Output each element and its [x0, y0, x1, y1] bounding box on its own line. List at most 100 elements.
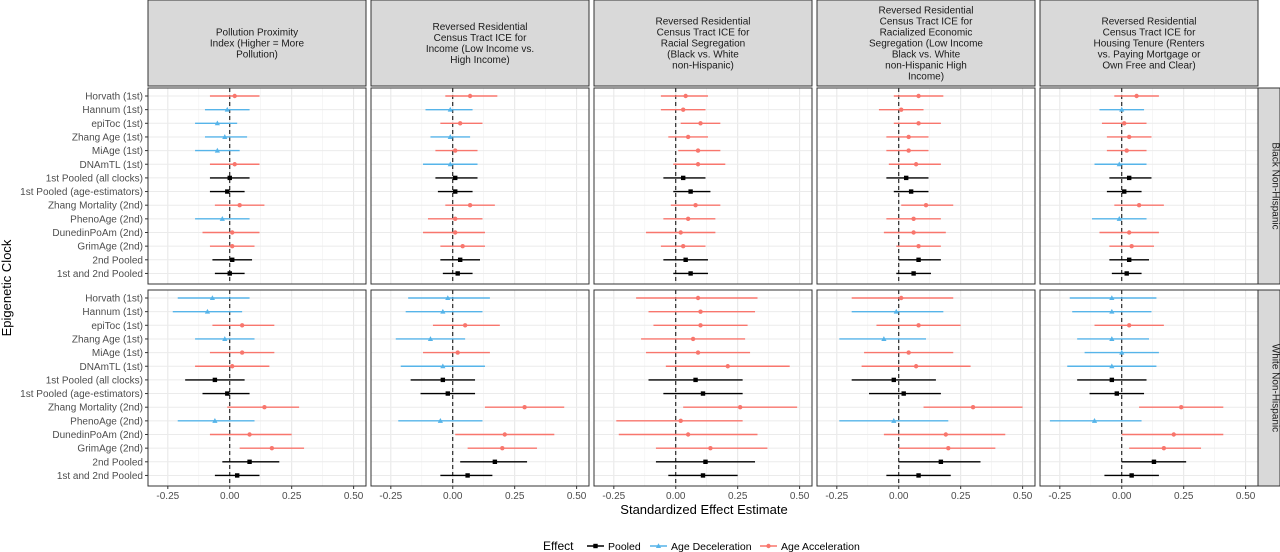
- column-strip-label: Pollution): [236, 50, 278, 61]
- point-estimate-deceleration: [219, 216, 225, 221]
- panel-4-2: [816, 289, 1036, 487]
- y-tick-label: 1st Pooled (age-estimators): [20, 389, 143, 400]
- panel-border: [1039, 87, 1259, 285]
- y-tick-label: Hannum (1st): [82, 307, 143, 318]
- y-tick-label: DunedinPoAm (2nd): [52, 430, 143, 441]
- panel-background: [594, 88, 812, 284]
- column-strip-label: Reversed Residential: [432, 22, 527, 33]
- point-estimate-deceleration: [209, 295, 216, 300]
- point-estimate-acceleration: [522, 405, 527, 410]
- panel-1-2: [147, 289, 367, 487]
- x-tick-label: -0.25: [156, 491, 179, 502]
- y-tick-label: MiAge (1st): [92, 348, 143, 359]
- point-estimate-deceleration: [1109, 336, 1115, 341]
- point-estimate-acceleration: [1134, 93, 1139, 99]
- panel-background: [1040, 290, 1258, 486]
- point-estimate-acceleration: [737, 405, 743, 410]
- point-estimate-pooled: [680, 175, 686, 181]
- point-estimate-acceleration: [680, 243, 686, 249]
- x-tick-label: 0.25: [728, 491, 748, 502]
- legend-key-square: [593, 543, 598, 549]
- point-estimate-acceleration: [913, 364, 919, 369]
- y-tick-label: MiAge (1st): [92, 146, 143, 157]
- column-strip-label: Index (Higher = More: [210, 39, 305, 50]
- point-estimate-acceleration: [1161, 445, 1167, 451]
- point-estimate-pooled: [225, 189, 230, 194]
- point-estimate-acceleration: [500, 445, 505, 451]
- point-estimate-deceleration: [893, 308, 899, 314]
- point-estimate-acceleration: [237, 203, 242, 208]
- point-estimate-acceleration: [239, 323, 245, 328]
- point-estimate-acceleration: [247, 432, 252, 437]
- point-estimate-acceleration: [1126, 230, 1132, 235]
- column-strip-label: Segregation (Low Income: [869, 39, 983, 50]
- point-estimate-deceleration: [1109, 295, 1115, 300]
- point-estimate-acceleration: [453, 230, 458, 235]
- panel-5-1: [1039, 87, 1259, 285]
- point-estimate-pooled: [903, 175, 909, 181]
- point-estimate-acceleration: [1171, 432, 1176, 437]
- point-estimate-deceleration: [891, 418, 897, 423]
- point-estimate-deceleration: [1109, 308, 1115, 314]
- legend-key-circle: [766, 543, 771, 549]
- panel-border: [370, 87, 590, 285]
- point-estimate-pooled: [225, 391, 230, 396]
- y-tick-label: 1st and 2nd Pooled: [57, 471, 143, 482]
- point-estimate-pooled: [230, 257, 235, 262]
- point-estimate-acceleration: [232, 162, 237, 167]
- column-strip-4: [816, 0, 1036, 87]
- point-estimate-acceleration: [725, 364, 730, 369]
- y-tick-label: DNAmTL (1st): [79, 160, 143, 171]
- point-estimate-acceleration: [916, 243, 921, 249]
- point-estimate-acceleration: [678, 418, 683, 424]
- legend-label: Pooled: [608, 541, 641, 552]
- point-estimate-acceleration: [1122, 121, 1127, 126]
- point-estimate-acceleration: [911, 216, 916, 222]
- point-estimate-pooled: [1114, 391, 1119, 396]
- y-tick-label: 1st Pooled (all clocks): [46, 375, 143, 386]
- x-tick-label: 0.50: [1236, 491, 1256, 502]
- panel-border: [1039, 289, 1259, 487]
- point-estimate-pooled: [700, 391, 706, 396]
- point-estimate-acceleration: [460, 243, 465, 249]
- column-strip-label: non-Hispanic): [672, 61, 734, 72]
- point-estimate-acceleration: [467, 203, 473, 208]
- point-estimate-acceleration: [683, 93, 688, 99]
- point-estimate-acceleration: [911, 230, 916, 235]
- point-estimate-pooled: [1122, 189, 1127, 194]
- point-estimate-deceleration: [440, 308, 446, 314]
- point-estimate-pooled: [916, 473, 921, 478]
- x-tick-label: 0.00: [220, 491, 240, 502]
- x-tick-label: -0.25: [1048, 491, 1071, 502]
- point-estimate-acceleration: [708, 445, 713, 451]
- legend-label: Age Deceleration: [671, 541, 752, 552]
- y-tick-label: 1st and 2nd Pooled: [57, 269, 143, 280]
- column-strip-label: (Black vs. White: [667, 50, 739, 61]
- point-estimate-acceleration: [690, 336, 696, 342]
- point-estimate-acceleration: [455, 350, 460, 355]
- column-strip-2: [370, 0, 590, 87]
- point-estimate-pooled: [227, 271, 232, 276]
- point-estimate-deceleration: [447, 161, 453, 167]
- panel-border: [147, 289, 367, 487]
- y-axis-title: Epigenetic Clock: [0, 239, 14, 336]
- panel-border: [370, 289, 590, 487]
- legend-entry-age-deceleration: Age Deceleration: [650, 541, 752, 552]
- y-tick-label: Zhang Mortality (2nd): [48, 403, 143, 414]
- column-strip-label: Own Free and Clear): [1102, 61, 1195, 72]
- point-estimate-pooled: [1124, 271, 1129, 276]
- point-estimate-acceleration: [230, 364, 235, 369]
- point-estimate-acceleration: [695, 162, 701, 167]
- point-estimate-acceleration: [1126, 323, 1132, 328]
- point-estimate-acceleration: [232, 93, 237, 99]
- point-estimate-deceleration: [222, 134, 228, 139]
- point-estimate-pooled: [247, 459, 252, 464]
- point-estimate-deceleration: [1091, 418, 1098, 423]
- point-estimate-acceleration: [457, 121, 463, 126]
- column-strip-label: Reversed Residential: [1101, 17, 1196, 28]
- point-estimate-pooled: [445, 391, 450, 396]
- point-estimate-acceleration: [239, 350, 245, 355]
- point-estimate-deceleration: [440, 363, 446, 369]
- legend-label: Age Acceleration: [781, 541, 860, 552]
